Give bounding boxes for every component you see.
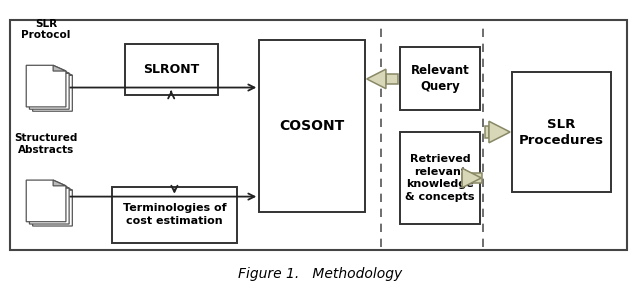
Text: Structured
Abstracts: Structured Abstracts xyxy=(14,133,78,155)
Polygon shape xyxy=(60,70,72,75)
Polygon shape xyxy=(367,69,386,89)
Polygon shape xyxy=(26,180,66,222)
Bar xyxy=(259,40,365,212)
Polygon shape xyxy=(56,68,69,73)
Bar xyxy=(112,187,237,243)
Text: SLR
Protocol: SLR Protocol xyxy=(21,19,71,40)
Bar xyxy=(400,132,480,224)
Bar xyxy=(386,74,398,84)
Polygon shape xyxy=(26,65,66,107)
Text: Figure 1.   Methodology: Figure 1. Methodology xyxy=(238,267,402,281)
Polygon shape xyxy=(56,183,69,188)
Polygon shape xyxy=(489,121,510,143)
Bar xyxy=(512,72,611,192)
Text: COSONT: COSONT xyxy=(280,119,344,133)
Text: SLRONT: SLRONT xyxy=(143,63,199,76)
Polygon shape xyxy=(53,65,66,71)
Polygon shape xyxy=(462,168,481,188)
Text: Relevant
Query: Relevant Query xyxy=(411,64,469,94)
Polygon shape xyxy=(29,183,69,224)
Bar xyxy=(10,20,627,250)
Text: SLR
Procedures: SLR Procedures xyxy=(519,117,604,147)
Bar xyxy=(125,44,218,95)
Bar xyxy=(485,126,489,137)
Polygon shape xyxy=(33,70,72,111)
Text: Terminologies of
cost estimation: Terminologies of cost estimation xyxy=(123,203,226,226)
Bar xyxy=(462,173,482,183)
Polygon shape xyxy=(29,68,69,109)
Polygon shape xyxy=(60,185,72,190)
Text: Retrieved
relevant
knowledge
& concepts: Retrieved relevant knowledge & concepts xyxy=(405,154,475,201)
Polygon shape xyxy=(33,185,72,226)
Bar xyxy=(400,47,480,110)
Polygon shape xyxy=(53,180,66,186)
